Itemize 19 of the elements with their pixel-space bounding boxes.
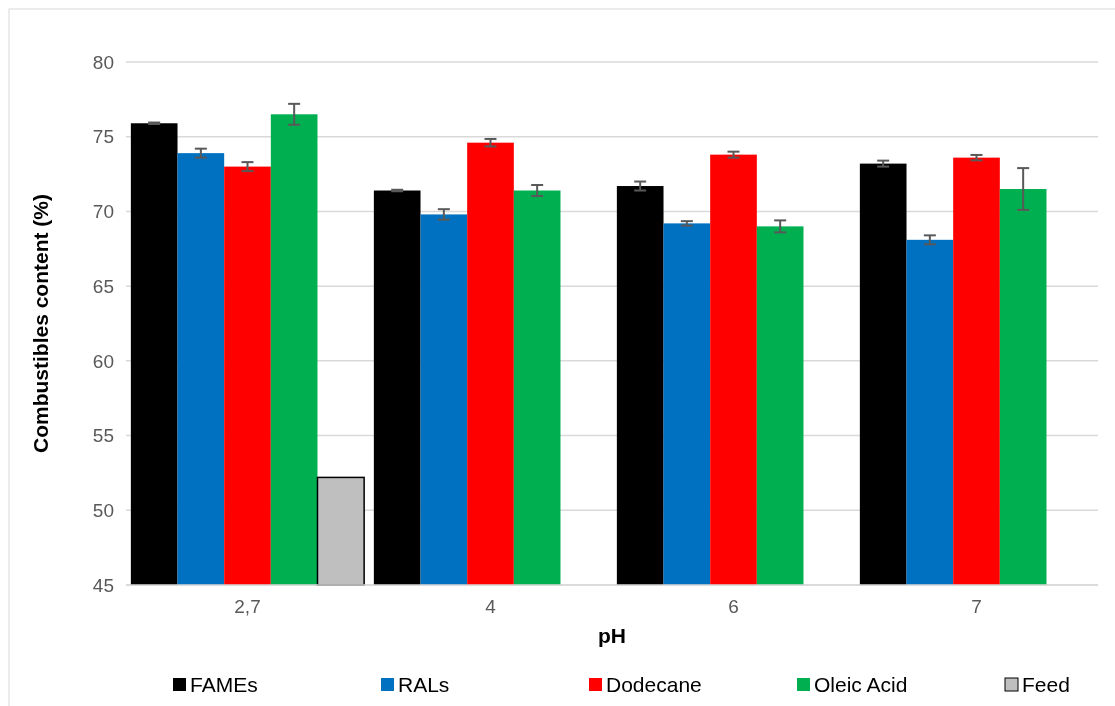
- x-axis-title: pH: [598, 624, 626, 647]
- y-tick-label: 60: [92, 350, 114, 372]
- y-tick-label: 65: [92, 275, 114, 297]
- legend-label: Oleic Acid: [814, 673, 908, 696]
- y-axis-title: Combustibles content (%): [29, 193, 52, 454]
- legend-label: Dodecane: [606, 673, 702, 696]
- y-tick-label: 75: [92, 126, 114, 148]
- legend-label: RALs: [398, 673, 450, 696]
- y-tick-label: 50: [92, 499, 114, 521]
- y-tick-label: 70: [92, 201, 114, 223]
- legend-label: FAMEs: [190, 673, 258, 696]
- legend-label: Feed: [1022, 673, 1070, 696]
- y-tick-label: 55: [92, 425, 114, 447]
- x-tick-label: 7: [971, 596, 982, 617]
- y-tick-label: 45: [92, 574, 114, 596]
- y-tick-label: 80: [92, 51, 114, 73]
- x-tick-label: 4: [485, 596, 497, 617]
- x-tick-label: 2,7: [234, 596, 261, 617]
- x-tick-label: 6: [728, 596, 739, 617]
